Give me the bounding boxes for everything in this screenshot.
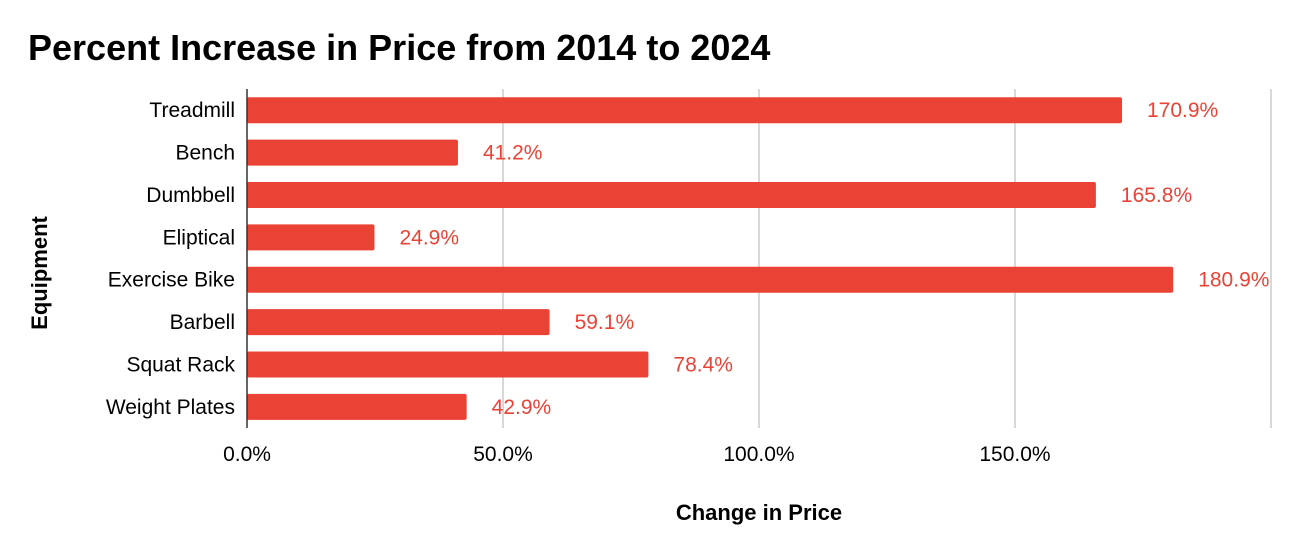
x-tick-label: 100.0% xyxy=(723,443,794,466)
bar xyxy=(247,393,467,420)
category-label: Bench xyxy=(175,142,235,165)
category-label: Dumbbell xyxy=(146,184,235,207)
category-label: Exercise Bike xyxy=(108,269,235,292)
x-axis-title: Change in Price xyxy=(676,500,842,525)
bar xyxy=(247,181,1096,208)
data-label: 165.8% xyxy=(1121,184,1192,207)
bar xyxy=(247,224,375,251)
bar xyxy=(247,351,649,378)
x-tick-labels: 0.0% 50.0% 100.0% 150.0% xyxy=(223,443,1051,466)
bar xyxy=(247,139,458,166)
x-tick-label: 150.0% xyxy=(979,443,1050,466)
bars xyxy=(247,97,1174,420)
bar xyxy=(247,266,1174,293)
category-label: Weight Plates xyxy=(106,396,235,419)
category-label: Squat Rack xyxy=(126,353,235,376)
x-tick-label: 0.0% xyxy=(223,443,271,466)
data-label: 180.9% xyxy=(1198,269,1269,292)
data-label: 24.9% xyxy=(399,226,459,249)
data-label: 59.1% xyxy=(575,311,635,334)
category-label: Eliptical xyxy=(163,226,235,249)
data-label: 78.4% xyxy=(673,353,733,376)
data-label: 41.2% xyxy=(483,142,543,165)
bar xyxy=(247,309,550,336)
bar xyxy=(247,97,1123,124)
category-label: Treadmill xyxy=(149,99,235,122)
x-tick-label: 50.0% xyxy=(473,443,533,466)
chart-title: Percent Increase in Price from 2014 to 2… xyxy=(28,27,770,68)
data-label: 170.9% xyxy=(1147,99,1218,122)
data-labels: 170.9% 41.2% 165.8% 24.9% 180.9% 59.1% 78.4% 42… xyxy=(399,99,1269,419)
data-label: 42.9% xyxy=(492,396,552,419)
category-label: Barbell xyxy=(170,311,235,334)
category-labels: Treadmill Bench Dumbbell Eliptical Exercise … xyxy=(106,99,236,419)
y-axis-title: Equipment xyxy=(27,215,52,329)
